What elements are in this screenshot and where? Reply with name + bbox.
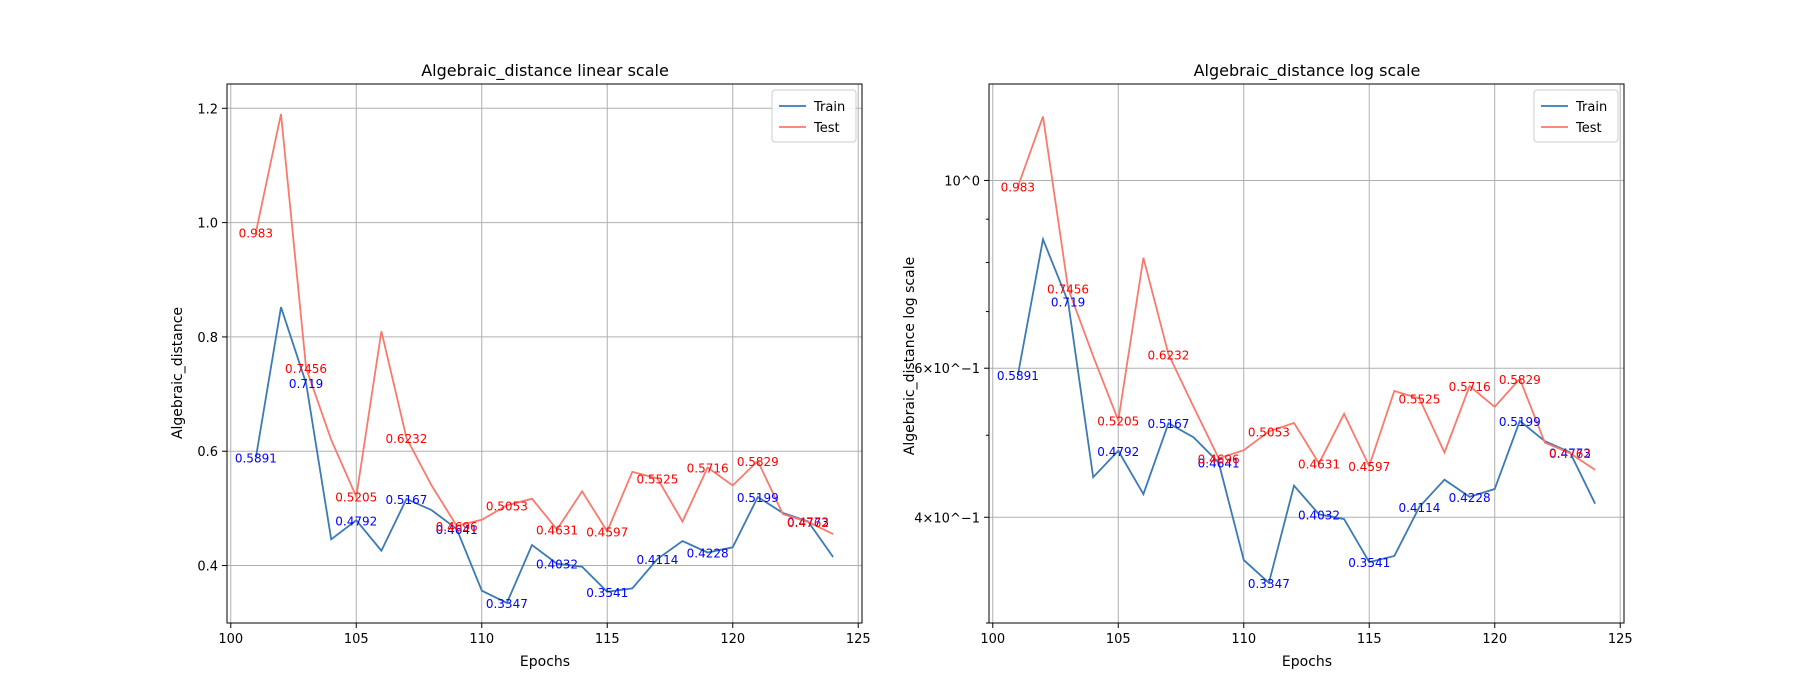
linear-train-data-label: 0.4228	[687, 547, 729, 561]
linear-legend-box	[771, 89, 857, 143]
log-chart-title: Algebraic_distance log scale	[1194, 61, 1421, 81]
log-y-tick-label: 10^0	[944, 174, 980, 189]
log-test-data-label: 0.5716	[1449, 380, 1491, 394]
linear-scale-panel: Algebraic_distance linear scale Epochs A…	[170, 61, 871, 670]
log-test-data-label: 0.5525	[1398, 393, 1440, 407]
log-scale-panel: Algebraic_distance log scale Epochs Alge…	[902, 61, 1633, 670]
linear-gridlines	[227, 84, 862, 623]
log-legend-label-test: Test	[1575, 121, 1602, 136]
linear-x-tick-label: 105	[344, 632, 369, 647]
linear-y-tick-label: 1.0	[197, 217, 218, 232]
linear-y-tick-label: 0.4	[197, 560, 218, 575]
log-gridlines	[989, 84, 1624, 623]
linear-y-tick-label: 0.8	[197, 331, 218, 346]
log-train-data-label: 0.4792	[1097, 445, 1139, 459]
linear-train-data-label: 0.5199	[737, 491, 779, 505]
linear-y-tick-label: 0.6	[197, 445, 218, 460]
linear-train-line	[255, 306, 834, 605]
log-train-data-label: 0.4114	[1398, 501, 1440, 515]
linear-test-line	[255, 113, 834, 535]
linear-train-data-label: 0.4792	[335, 514, 377, 528]
linear-chart-title: Algebraic_distance linear scale	[421, 61, 669, 81]
linear-series-lines	[255, 113, 834, 605]
linear-legend-label-test: Test	[813, 121, 840, 136]
log-train-data-label: 0.5199	[1499, 415, 1541, 429]
log-y-tick-label: 4×10^−1	[914, 511, 980, 526]
linear-train-data-label: 0.3541	[586, 586, 628, 600]
linear-x-axis-label: Epochs	[520, 654, 570, 670]
log-x-tick-label: 100	[980, 632, 1005, 647]
linear-legend-label-train: Train	[813, 100, 845, 115]
linear-train-data-label: 0.5167	[385, 493, 427, 507]
log-x-tick-label: 125	[1608, 632, 1633, 647]
linear-train-data-label: 0.4032	[536, 558, 578, 572]
log-series-lines	[1017, 116, 1596, 585]
linear-y-tick-label: 1.2	[197, 102, 218, 117]
log-plot-frame	[988, 83, 1625, 624]
linear-train-data-label: 0.719	[289, 377, 323, 391]
log-legend-label-train: Train	[1575, 100, 1607, 115]
log-test-data-label: 0.983	[1001, 181, 1035, 195]
linear-test-data-label: 0.983	[239, 226, 273, 240]
linear-train-data-label: 0.5891	[235, 451, 277, 465]
log-test-data-label: 0.4762	[1549, 447, 1591, 461]
log-test-data-label: 0.5205	[1097, 414, 1139, 428]
log-legend: Train Test	[1533, 89, 1619, 143]
linear-x-tick-label: 120	[720, 632, 745, 647]
log-x-tick-label: 115	[1357, 632, 1382, 647]
log-train-line	[1017, 236, 1596, 585]
linear-test-data-label: 0.5716	[687, 461, 729, 475]
log-test-line	[1017, 116, 1596, 471]
linear-test-data-label: 0.5525	[636, 472, 678, 486]
linear-x-tick-label: 110	[469, 632, 494, 647]
log-x-axis-label: Epochs	[1282, 654, 1332, 670]
log-train-data-label: 0.3347	[1248, 577, 1290, 591]
log-train-data-label: 0.4032	[1298, 508, 1340, 522]
log-y-axis-label: Algebraic_distance log scale	[902, 257, 918, 455]
linear-legend: Train Test	[771, 89, 857, 143]
log-test-data-label: 0.4696	[1198, 452, 1240, 466]
linear-train-data-label: 0.4773	[787, 515, 829, 529]
log-train-data-label: 0.5891	[997, 369, 1039, 383]
linear-x-tick-label: 115	[595, 632, 620, 647]
log-data-labels: 0.5891 0.719 0.4792 0.5167 0.4641 0.3347 0.403…	[997, 181, 1591, 591]
linear-test-data-label: 0.5205	[335, 491, 377, 505]
log-train-data-label: 0.3541	[1348, 556, 1390, 570]
log-test-data-label: 0.5829	[1499, 373, 1541, 387]
log-x-tick-label: 120	[1482, 632, 1507, 647]
linear-x-tick-label: 100	[218, 632, 243, 647]
linear-test-data-label: 0.4696	[436, 520, 478, 534]
log-train-data-label: 0.4773	[1549, 446, 1591, 460]
linear-ticks: 100 105 110 115 120 125 0.4 0.6 0.8 1.0 1.2	[197, 102, 870, 647]
log-train-data-label: 0.719	[1051, 296, 1085, 310]
linear-test-data-label: 0.4762	[787, 516, 829, 530]
linear-test-data-label: 0.5053	[486, 499, 528, 513]
linear-test-data-label: 0.4597	[586, 525, 628, 539]
log-legend-box	[1533, 89, 1619, 143]
linear-train-data-label: 0.4114	[636, 553, 678, 567]
log-test-data-label: 0.7456	[1047, 282, 1089, 296]
log-train-data-label: 0.5167	[1147, 417, 1189, 431]
linear-train-data-label: 0.3347	[486, 597, 528, 611]
log-train-data-label: 0.4641	[1198, 457, 1240, 471]
linear-test-data-label: 0.4631	[536, 523, 578, 537]
linear-test-data-label: 0.7456	[285, 362, 327, 376]
linear-test-data-label: 0.6232	[385, 432, 427, 446]
linear-train-data-label: 0.4641	[436, 523, 478, 537]
linear-x-tick-label: 125	[846, 632, 871, 647]
linear-data-labels: 0.5891 0.719 0.4792 0.5167 0.4641 0.3347 0.403…	[235, 226, 829, 611]
log-train-data-label: 0.4228	[1449, 491, 1491, 505]
log-test-data-label: 0.5053	[1248, 425, 1290, 439]
log-test-data-label: 0.4597	[1348, 460, 1390, 474]
log-y-tick-label: 6×10^−1	[914, 362, 980, 377]
linear-plot-frame	[226, 83, 863, 624]
linear-test-data-label: 0.5829	[737, 455, 779, 469]
log-x-tick-label: 110	[1231, 632, 1256, 647]
log-test-data-label: 0.4631	[1298, 457, 1340, 471]
log-x-tick-label: 105	[1106, 632, 1131, 647]
linear-y-axis-label: Algebraic_distance	[170, 307, 186, 439]
log-test-data-label: 0.6232	[1147, 348, 1189, 362]
